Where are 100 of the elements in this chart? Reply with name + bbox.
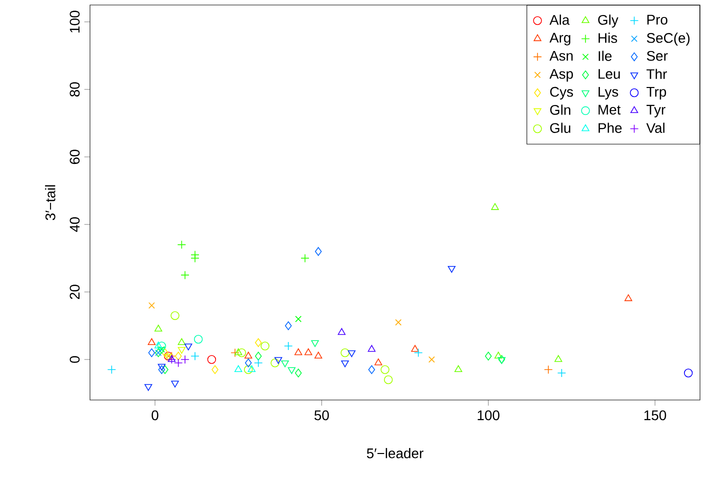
point [180,355,190,364]
point [484,352,492,360]
x-tick-label: 0 [152,410,158,420]
point [295,316,302,322]
point [157,342,166,350]
x-tick-label: 150 [644,410,666,420]
point [190,254,200,263]
point [368,365,376,374]
point [448,266,456,273]
point [300,254,310,263]
point [340,348,350,358]
legend-label: Cys [550,86,573,100]
legend-label: Gln [550,104,570,115]
point [338,328,346,335]
point [684,368,693,378]
point [380,365,390,374]
point [158,365,166,374]
point [395,319,402,326]
point [212,365,218,374]
point [544,365,553,374]
point [368,344,376,352]
point [207,355,216,364]
point [178,338,186,345]
point [270,358,280,368]
legend-label: Lys [598,86,618,100]
point [254,352,262,360]
point [184,344,192,350]
point [248,365,256,372]
legend-label: Tyr [646,104,666,118]
point [284,342,293,350]
point [454,365,462,372]
y-tick-label: 60 [70,150,80,164]
point [177,240,186,250]
y-tick-label: 80 [70,82,80,97]
legend-label: SeC(e) [646,32,690,46]
legend-label: Asn [550,51,573,61]
point [557,368,566,378]
legend-label: Gly [598,14,618,28]
point [260,342,270,350]
point [154,324,162,332]
legend-label: Asp [550,69,573,82]
point [491,203,499,210]
point [190,352,200,360]
y-tick-label: 20 [70,284,80,300]
point [144,384,152,391]
point [284,321,292,330]
x-tick-label: 50 [314,410,329,420]
point [171,380,179,388]
point [554,355,562,362]
point [244,352,252,359]
point [314,352,322,359]
legend-label: Pro [647,14,668,25]
point [274,357,282,364]
point [194,334,203,344]
point [294,368,302,378]
point [314,247,322,256]
point [178,346,186,354]
point [411,344,419,352]
point [624,294,632,302]
legend-label: Leu [598,69,620,79]
point [154,342,162,348]
point [254,338,262,347]
y-axis-title: 3′−tail [45,185,56,220]
x-tick-label: 100 [478,410,500,420]
legend-label: Val [646,122,664,133]
point [288,367,296,374]
point [414,348,423,358]
point [294,348,302,356]
point [180,270,190,280]
point [494,352,502,359]
point [158,364,166,371]
legend-label: Arg [550,32,570,46]
legend-label: Thr [646,68,667,79]
x-axis-title: 5′−leader [366,448,424,458]
legend-label: Glu [550,122,570,133]
legend-label: His [598,32,618,43]
y-tick-label: 40 [70,217,80,232]
legend-label: Ser [646,50,668,61]
point [148,338,156,345]
point [162,348,168,358]
y-tick-label: 0 [70,356,80,363]
point [244,358,252,368]
point [384,375,393,384]
legend-label: Ile [598,50,612,61]
point [374,358,382,366]
legend-label: Trp [646,86,666,100]
point [237,348,246,358]
point [148,348,156,358]
point [281,360,289,368]
point [230,348,240,358]
point [311,340,319,347]
legend-label: Ala [550,14,570,25]
point [348,350,356,358]
legend-label: Phe [598,122,622,133]
point [170,311,180,320]
point [341,360,349,368]
point [174,352,182,360]
point [428,356,435,363]
point [234,348,242,356]
y-tick-label: 100 [70,10,80,32]
